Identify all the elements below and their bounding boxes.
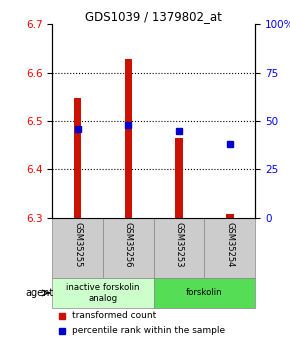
Bar (52, 218, 103, 278)
Text: inactive forskolin
analog: inactive forskolin analog (66, 283, 140, 303)
Bar (175, 138, 183, 218)
Title: GDS1039 / 1379802_at: GDS1039 / 1379802_at (85, 10, 222, 23)
Bar (154, 278, 255, 308)
Text: forskolin: forskolin (186, 288, 223, 297)
Bar (52, 278, 154, 308)
Text: transformed count: transformed count (72, 311, 157, 320)
Bar (124, 59, 132, 218)
Bar (74, 98, 81, 218)
Text: GSM35254: GSM35254 (225, 223, 234, 268)
Text: agent: agent (25, 288, 53, 298)
Text: GSM35255: GSM35255 (73, 223, 82, 268)
Bar (204, 218, 255, 278)
Bar (103, 218, 154, 278)
Text: percentile rank within the sample: percentile rank within the sample (72, 326, 226, 335)
Text: GSM35253: GSM35253 (175, 223, 184, 268)
Bar (226, 214, 234, 218)
Bar (154, 218, 204, 278)
Text: GSM35256: GSM35256 (124, 223, 133, 268)
